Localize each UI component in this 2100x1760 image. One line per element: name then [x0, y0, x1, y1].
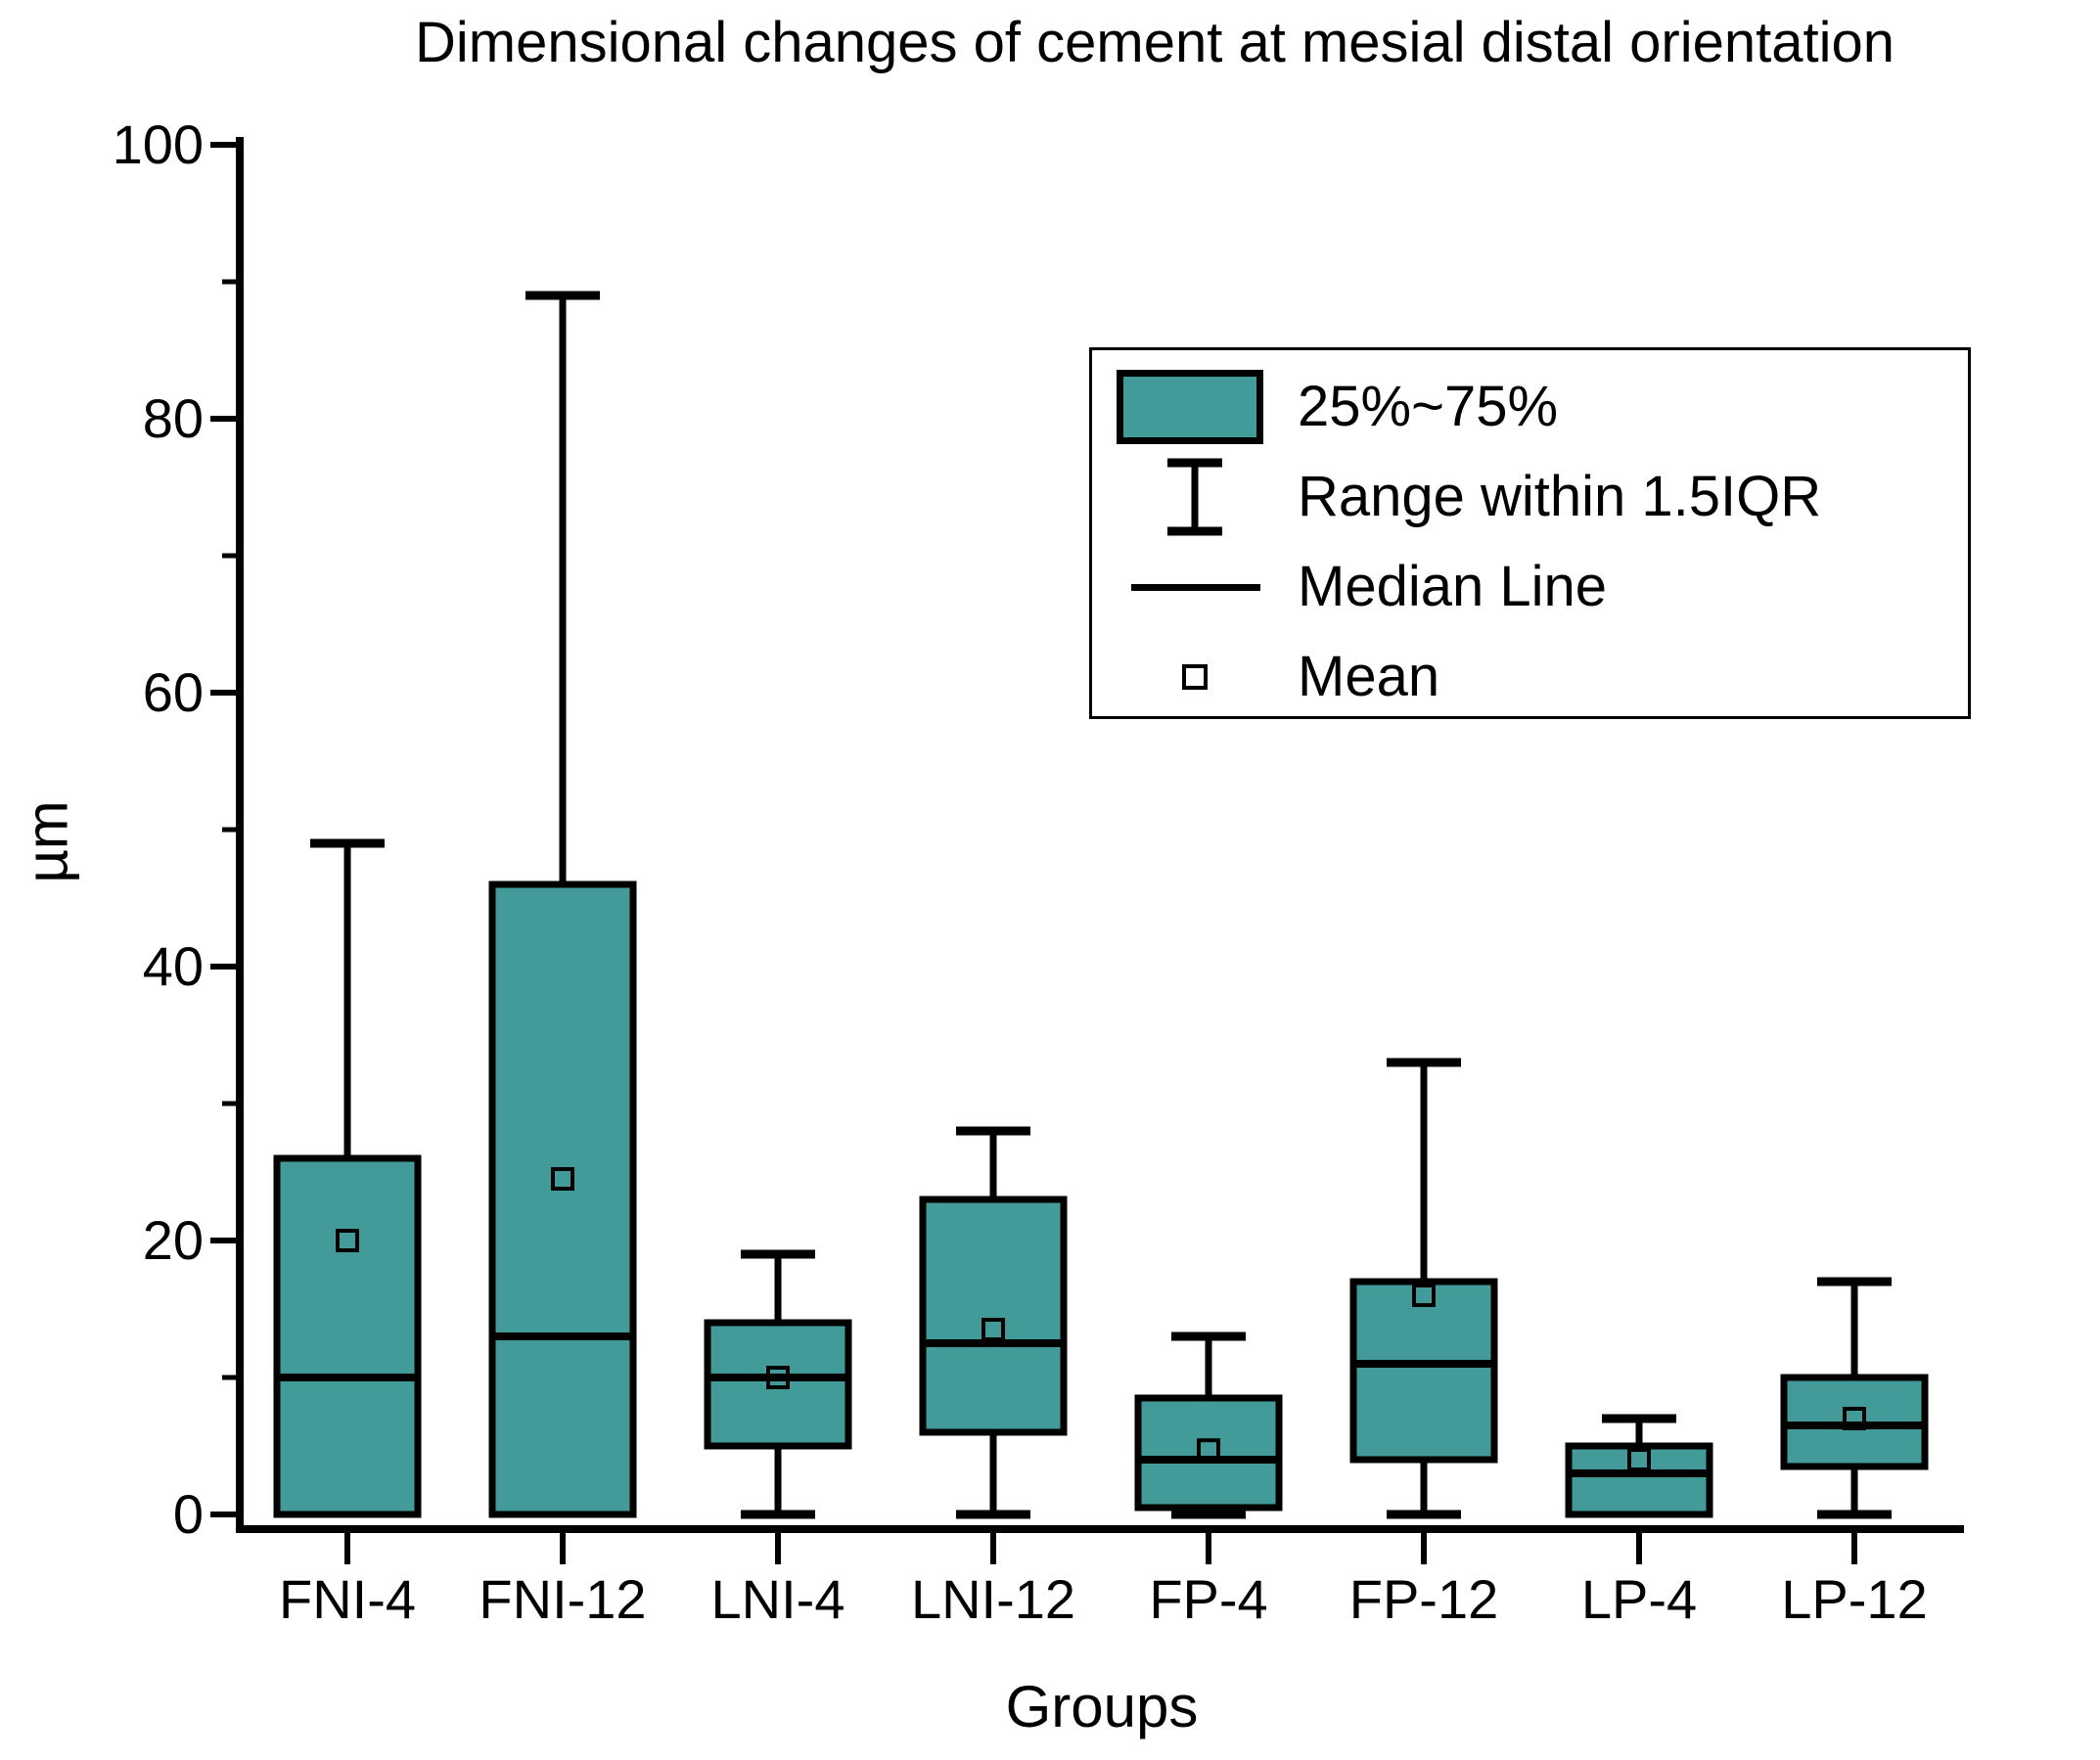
legend-item-iqr-box: 25%~75%	[1092, 362, 1968, 452]
legend-item-label: Mean	[1298, 645, 1440, 708]
legend-box-swatch-glyph	[1117, 370, 1263, 444]
x-tick-label: FP-4	[1149, 1568, 1268, 1630]
chart-title: Dimensional changes of cement at mesial …	[414, 11, 1895, 74]
legend-item-mean: Mean	[1092, 632, 1968, 722]
legend-whisker-glyph	[1167, 458, 1222, 536]
y-tick-label: 60	[142, 661, 204, 723]
legend-item-label: Range within 1.5IQR	[1298, 465, 1822, 528]
mean-marker-LP-12	[1843, 1407, 1866, 1430]
iqr-box-FNI-4	[273, 1154, 422, 1518]
x-tick-label: FNI-4	[279, 1568, 416, 1630]
iqr-box-FP-12	[1349, 1278, 1498, 1464]
mean-marker-LP-4	[1627, 1448, 1651, 1471]
x-axis-title: Groups	[1005, 1674, 1199, 1739]
y-tick-label: 20	[142, 1209, 204, 1271]
y-tick-label: 0	[172, 1483, 204, 1545]
mean-marker-FP-12	[1412, 1284, 1436, 1307]
mean-marker-LNI-12	[982, 1318, 1005, 1341]
mean-marker-FNI-12	[551, 1167, 574, 1191]
legend-item-label: 25%~75%	[1298, 375, 1559, 438]
mean-marker-FNI-4	[336, 1229, 359, 1252]
legend-mean-square-glyph	[1182, 664, 1208, 690]
legend-median-line-glyph	[1131, 584, 1260, 591]
mean-marker-FP-4	[1197, 1438, 1220, 1463]
iqr-box-FNI-12	[488, 880, 637, 1518]
x-tick-label: LNI-12	[910, 1568, 1076, 1630]
y-tick-label: 40	[142, 935, 204, 997]
legend-item-range: Range within 1.5IQR	[1092, 452, 1968, 542]
iqr-box-LNI-12	[919, 1196, 1068, 1436]
legend-item-median: Median Line	[1092, 542, 1968, 632]
y-tick-label: 100	[112, 113, 204, 175]
legend-item-label: Median Line	[1298, 555, 1607, 618]
y-tick-label: 80	[142, 387, 204, 449]
x-tick-label: FNI-12	[479, 1568, 647, 1630]
iqr-box-LP-4	[1565, 1442, 1713, 1518]
iqr-box-FP-4	[1134, 1394, 1283, 1512]
x-tick-label: FP-12	[1348, 1568, 1499, 1630]
iqr-box-LNI-4	[704, 1319, 852, 1450]
legend: 25%~75% Range within 1.5IQR Median Line …	[1089, 347, 1971, 719]
x-tick-label: LNI-4	[710, 1568, 845, 1630]
mean-marker-LNI-4	[766, 1366, 790, 1389]
x-tick-label: LP-12	[1781, 1568, 1928, 1630]
y-axis-title: µm	[14, 800, 80, 883]
x-tick-label: LP-4	[1580, 1568, 1698, 1630]
